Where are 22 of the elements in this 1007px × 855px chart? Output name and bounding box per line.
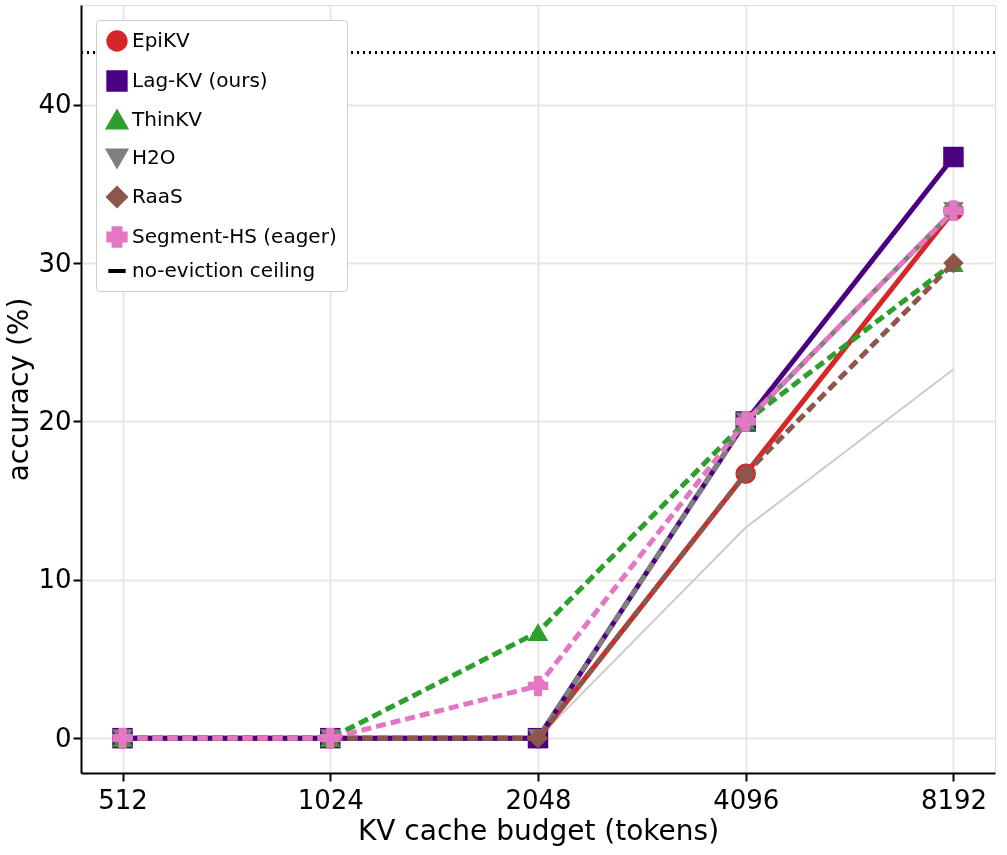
y-tick-label: 10 <box>38 564 72 595</box>
x-tick-label: 4096 <box>713 784 780 815</box>
x-tick-label: 2048 <box>505 784 572 815</box>
legend-label: Segment-HS (eager) <box>132 224 337 248</box>
x-tick-label: 8192 <box>920 784 988 815</box>
y-tick-label: 40 <box>38 89 72 120</box>
y-tick-label: 0 <box>54 722 72 753</box>
y-axis-title: accuracy (%) <box>2 297 36 482</box>
legend-label: ThinKV <box>131 107 203 131</box>
point <box>527 623 549 641</box>
legend-label: EpiKV <box>132 28 190 52</box>
x-axis-title: KV cache budget (tokens) <box>357 813 720 847</box>
legend-label: H2O <box>132 145 176 169</box>
legend-label: RaaS <box>132 184 183 208</box>
x-tick-label: 1024 <box>297 784 364 815</box>
y-tick-label: 30 <box>38 247 72 278</box>
point <box>527 675 549 697</box>
legend-label: Lag-KV (ours) <box>132 68 268 92</box>
y-tick-label: 20 <box>38 405 72 436</box>
legend-label: no-eviction ceiling <box>132 258 316 282</box>
point <box>943 146 964 168</box>
x-tick-label: 512 <box>98 784 148 815</box>
